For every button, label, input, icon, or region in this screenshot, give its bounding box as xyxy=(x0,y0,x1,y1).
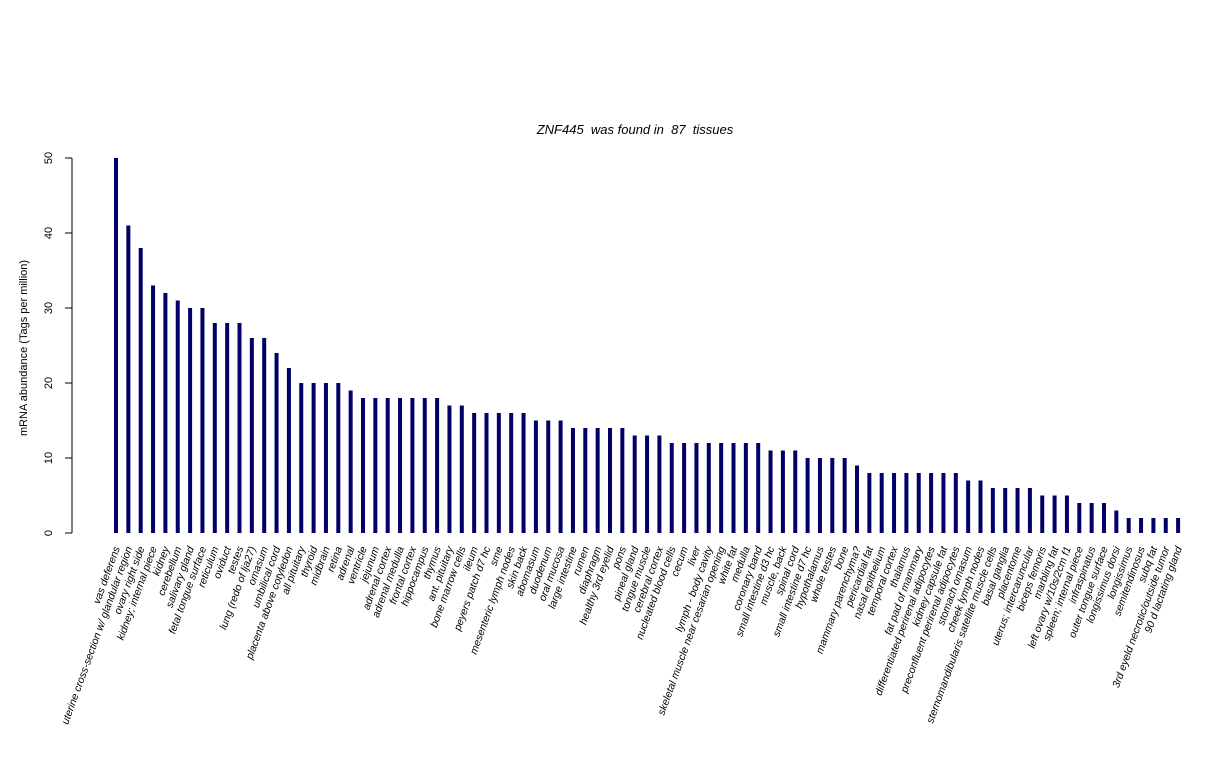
bar xyxy=(941,473,946,533)
y-tick-label: 30 xyxy=(43,302,55,314)
bar xyxy=(1151,518,1156,533)
bar xyxy=(262,338,267,533)
bar xyxy=(731,443,736,533)
bar xyxy=(175,300,180,533)
bar xyxy=(237,323,242,533)
bar xyxy=(1176,518,1181,533)
bar xyxy=(286,368,291,533)
bar xyxy=(447,405,452,533)
bar xyxy=(138,248,143,533)
bar xyxy=(212,323,217,533)
y-tick-label: 50 xyxy=(43,152,55,164)
bar xyxy=(472,413,477,533)
bar xyxy=(274,353,279,533)
bar xyxy=(929,473,934,533)
bar xyxy=(669,443,674,533)
bar xyxy=(867,473,872,533)
bar xyxy=(163,293,168,533)
bar xyxy=(1052,495,1057,533)
bar xyxy=(719,443,724,533)
bar xyxy=(1027,488,1032,533)
bar xyxy=(842,458,847,533)
bar xyxy=(1064,495,1069,533)
bar xyxy=(1102,503,1106,533)
bar xyxy=(249,338,254,533)
bar xyxy=(225,323,230,533)
bar xyxy=(509,413,514,533)
bar xyxy=(1003,488,1008,533)
bar xyxy=(299,383,304,533)
bar xyxy=(855,465,859,533)
bar xyxy=(546,420,551,533)
bar xyxy=(657,435,662,533)
bar xyxy=(348,390,353,533)
bar xyxy=(361,398,365,533)
bar xyxy=(435,398,440,533)
bar xyxy=(953,473,958,533)
bar xyxy=(780,450,785,533)
bar xyxy=(608,428,612,533)
bar xyxy=(632,435,637,533)
bar xyxy=(422,398,427,533)
bar xyxy=(398,398,403,533)
bar xyxy=(1077,503,1082,533)
bar xyxy=(682,443,687,533)
bar xyxy=(904,473,909,533)
bar xyxy=(694,443,699,533)
bar xyxy=(1089,503,1094,533)
bar xyxy=(583,428,588,533)
chart-title: ZNF445 was found in 87 tissues xyxy=(536,122,734,137)
y-tick-label: 40 xyxy=(43,227,55,239)
bar xyxy=(892,473,897,533)
bar xyxy=(311,383,316,533)
bar xyxy=(879,473,884,533)
bar xyxy=(385,398,390,533)
bar xyxy=(1163,518,1168,533)
bar xyxy=(459,405,464,533)
bar xyxy=(410,398,415,533)
bar xyxy=(336,383,341,533)
bar xyxy=(990,488,995,533)
bar xyxy=(188,308,193,533)
bar xyxy=(793,450,798,533)
bar xyxy=(620,428,625,533)
bar xyxy=(521,413,526,533)
bar xyxy=(978,480,983,533)
bar xyxy=(1015,488,1020,533)
bar xyxy=(830,458,835,533)
bar xyxy=(768,450,773,533)
bar xyxy=(373,398,378,533)
bar xyxy=(817,458,822,533)
bar xyxy=(114,158,118,533)
bar xyxy=(595,428,600,533)
bar xyxy=(496,413,501,533)
bar xyxy=(558,420,563,533)
bar xyxy=(645,435,650,533)
bar xyxy=(533,420,538,533)
y-tick-label: 10 xyxy=(43,452,55,464)
bar xyxy=(966,480,971,533)
bar xyxy=(1040,495,1045,533)
bar xyxy=(323,383,328,533)
bar xyxy=(1139,518,1144,533)
bar xyxy=(200,308,205,533)
bar xyxy=(743,443,748,533)
bar xyxy=(570,428,575,533)
bar xyxy=(706,443,711,533)
y-tick-label: 0 xyxy=(43,530,55,536)
bar xyxy=(126,225,131,533)
bar xyxy=(756,443,761,533)
bar xyxy=(1114,510,1119,533)
bar xyxy=(916,473,921,533)
y-axis: 0 10 20 30 40 50 xyxy=(43,152,73,536)
y-tick-label: 20 xyxy=(43,377,55,389)
bar xyxy=(805,458,810,533)
bar xyxy=(484,413,489,533)
bars xyxy=(114,158,1181,533)
bar xyxy=(151,285,156,533)
bar xyxy=(1126,518,1131,533)
